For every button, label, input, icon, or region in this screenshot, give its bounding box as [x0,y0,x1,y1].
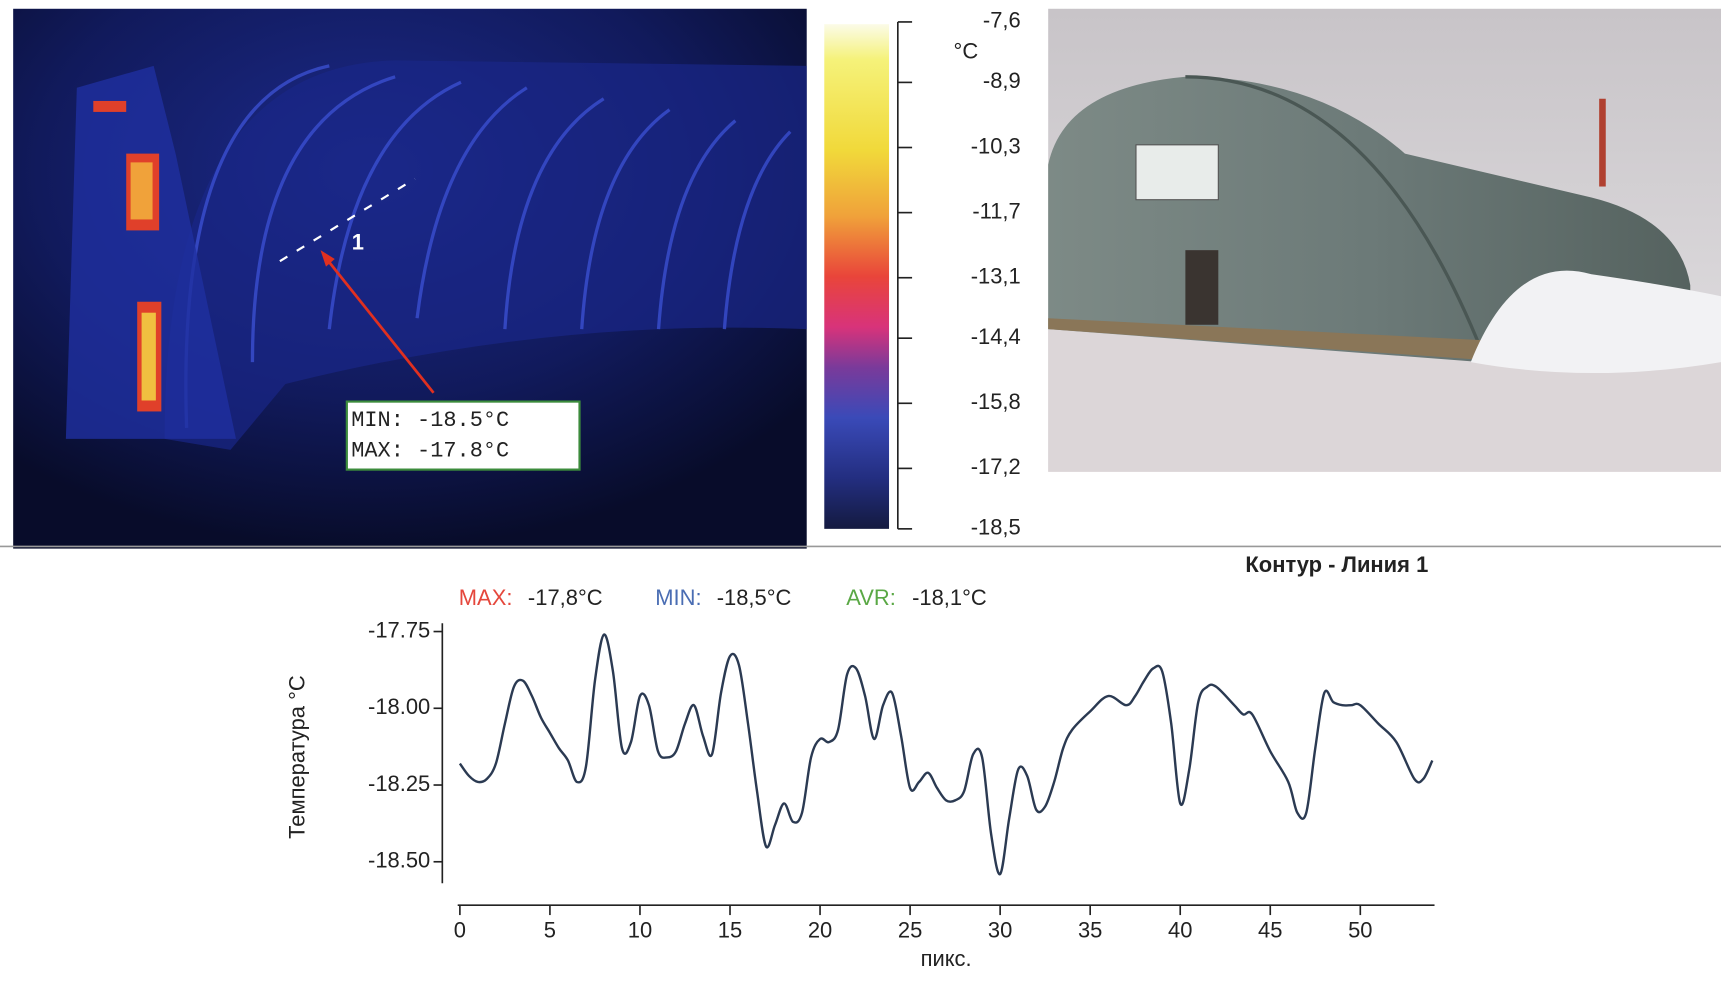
photo-door [1185,250,1218,325]
y-tick-label: -18.25 [368,771,430,796]
color-scale-tick-label: -11,7 [972,198,1020,223]
color-scale-tick-label: -17,2 [971,454,1021,479]
temperature-line [460,635,1432,875]
color-scale-tick-label: -10,3 [971,133,1021,158]
x-tick-label: 0 [454,917,466,942]
photo-mast [1599,99,1606,187]
x-tick-label: 50 [1348,917,1372,942]
color-scale-tick-label: -15,8 [971,389,1021,414]
y-tick-label: -18.50 [368,848,430,873]
color-scale-tick-label: -7,6 [983,8,1021,33]
stat-value: -18,1°C [912,585,987,610]
thermal-hotspot [93,101,126,112]
color-bar [824,24,889,529]
color-scale-unit: °C [954,38,979,63]
x-tick-label: 40 [1168,917,1192,942]
x-tick-label: 5 [544,917,556,942]
stat-label: MAX: [459,585,513,610]
readout-min: MIN: -18.5°C [351,408,509,433]
x-tick-label: 20 [808,917,832,942]
line-chart: Контур - Линия 1 Температура °C пикс. MA… [284,552,1434,971]
color-scale: °C -7,6 -8,9 -10,3 -11,7 -13,1 -14,4 -15,8 -17,… [824,8,1020,540]
x-tick-label: 25 [898,917,922,942]
thermal-hotspot [131,162,153,219]
y-axis-label: Температура °C [284,675,309,839]
y-tick-label: -18.00 [368,694,430,719]
color-scale-tick-label: -8,9 [983,68,1021,93]
x-tick-label: 35 [1078,917,1102,942]
figure: 1 MIN: -18.5°C MAX: -17.8°C °C -7,6 -8,9 -… [0,0,1721,982]
color-scale-tick-label: -18,5 [971,515,1021,540]
x-tick-label: 30 [988,917,1012,942]
thermal-image: 1 MIN: -18.5°C MAX: -17.8°C [13,9,807,549]
photo [1048,9,1721,472]
stat-label: MIN: [655,585,701,610]
readout-max: MAX: -17.8°C [351,439,509,464]
x-tick-label: 45 [1258,917,1282,942]
chart-title: Контур - Линия 1 [1245,552,1428,577]
page: { "thermal_image": { "marker": "1", "rea… [0,0,1721,982]
x-tick-label: 10 [628,917,652,942]
stat-label: AVR: [846,585,896,610]
stat-value: -18,5°C [717,585,792,610]
x-tick-label: 15 [718,917,742,942]
y-tick-label: -17.75 [368,617,430,642]
color-scale-tick-label: -14,4 [971,324,1021,349]
profile-marker: 1 [352,229,364,254]
thermal-hotspot [142,313,156,401]
photo-window [1136,145,1218,200]
x-axis-label: пикс. [921,946,972,971]
color-scale-tick-label: -13,1 [971,264,1021,289]
stat-value: -17,8°C [528,585,603,610]
